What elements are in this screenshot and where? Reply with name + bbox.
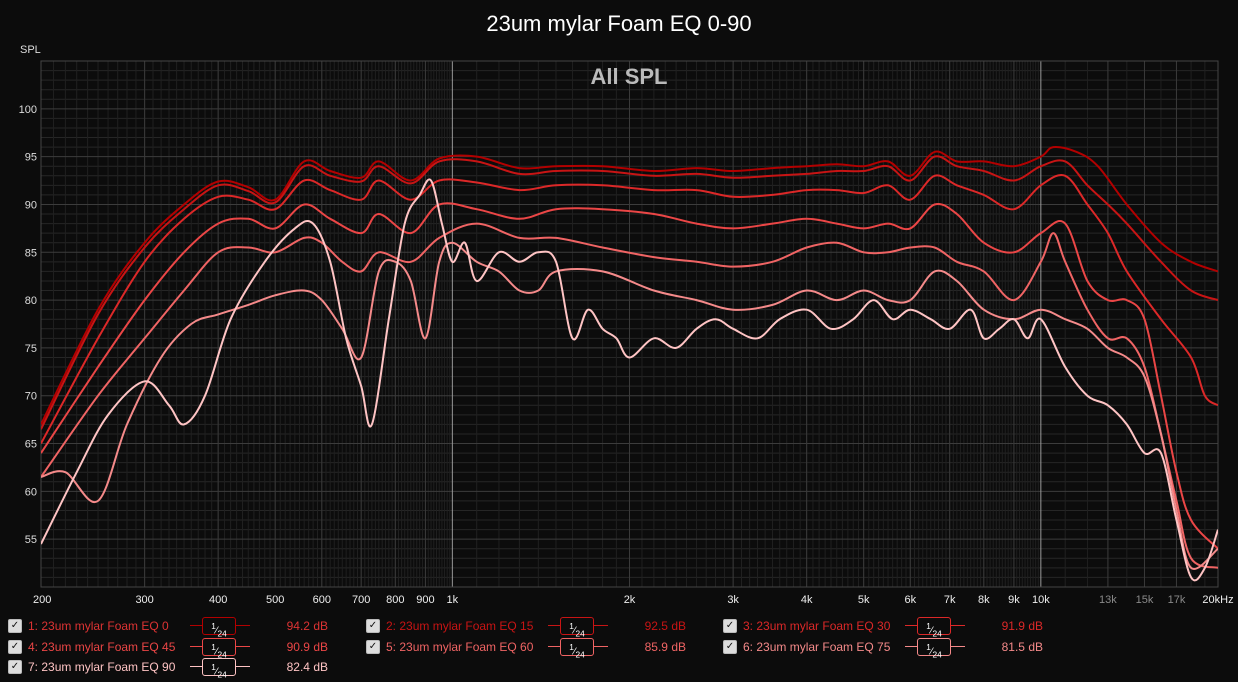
- x-tick-label: 400: [209, 594, 227, 606]
- legend-item[interactable]: ✓ 6: 23um mylar Foam EQ 75 1⁄24 81.5 dB: [723, 638, 1073, 659]
- legend-item[interactable]: ✓ 1: 23um mylar Foam EQ 0 1⁄24 94.2 dB: [8, 617, 358, 638]
- series-layer: [41, 145, 1218, 582]
- series-line-5: [41, 222, 1218, 569]
- x-tick-label: 8k: [978, 594, 990, 606]
- legend-series-name: 6: 23um mylar Foam EQ 75: [743, 640, 891, 654]
- y-tick-label: 100: [19, 104, 37, 116]
- legend-checkbox[interactable]: ✓: [366, 619, 380, 633]
- legend-checkbox[interactable]: ✓: [723, 640, 737, 654]
- x-tick-label: 700: [352, 594, 370, 606]
- y-tick-label: 60: [25, 486, 37, 498]
- legend-checkbox[interactable]: ✓: [366, 640, 380, 654]
- legend-smoothing-label: 1⁄24: [560, 617, 594, 638]
- x-tick-labels: 200 300 400 500 600 700 800 900 1k 2k 3k 4k 5k 6k 7k 8k…: [33, 594, 1234, 606]
- x-tick-label: 800: [386, 594, 404, 606]
- x-tick-label: 4k: [801, 594, 813, 606]
- y-tick-label: 75: [25, 343, 37, 355]
- legend-checkbox[interactable]: ✓: [8, 619, 22, 633]
- y-tick-label: 85: [25, 247, 37, 259]
- major-grid: [40, 60, 1219, 587]
- legend-item[interactable]: ✓ 7: 23um mylar Foam EQ 90 1⁄24 82.4 dB: [8, 658, 358, 679]
- y-tick-label: 95: [25, 152, 37, 164]
- legend-smoothing-control[interactable]: 1⁄24: [905, 617, 965, 638]
- x-tick-label: 6k: [904, 594, 916, 606]
- legend-checkbox[interactable]: ✓: [8, 660, 22, 674]
- legend-value: 92.5 dB: [644, 619, 686, 633]
- legend-item[interactable]: ✓ 5: 23um mylar Foam EQ 60 1⁄24 85.9 dB: [366, 638, 716, 659]
- legend-checkbox[interactable]: ✓: [723, 619, 737, 633]
- legend-smoothing-label: 1⁄24: [202, 638, 236, 659]
- legend-smoothing-control[interactable]: 1⁄24: [905, 638, 965, 659]
- legend-series-name: 4: 23um mylar Foam EQ 45: [28, 640, 176, 654]
- legend-value: 85.9 dB: [644, 640, 686, 654]
- x-tick-label: 20kHz: [1202, 594, 1233, 606]
- x-tick-label: 15k: [1136, 594, 1154, 606]
- legend-smoothing-control[interactable]: 1⁄24: [190, 638, 250, 659]
- x-tick-label: 10k: [1032, 594, 1050, 606]
- x-tick-label: 600: [313, 594, 331, 606]
- series-line-1: [41, 145, 1218, 425]
- y-tick-labels: 55 60 65 70 75 80 85 90 95 100: [19, 104, 37, 546]
- x-tick-label: 3k: [727, 594, 739, 606]
- series-line-6: [41, 241, 1218, 570]
- legend-value: 82.4 dB: [286, 660, 328, 674]
- series-line-2: [41, 155, 1218, 430]
- y-tick-label: 80: [25, 295, 37, 307]
- series-line-4: [41, 202, 1218, 550]
- x-tick-label: 200: [33, 594, 51, 606]
- x-tick-label: 1k: [447, 594, 459, 606]
- legend-value: 81.5 dB: [1001, 640, 1043, 654]
- legend-value: 91.9 dB: [1001, 619, 1043, 633]
- legend-checkbox[interactable]: ✓: [8, 640, 22, 654]
- chart-subtitle: All SPL: [590, 64, 667, 89]
- x-tick-label: 300: [135, 594, 153, 606]
- x-tick-label: 900: [416, 594, 434, 606]
- x-tick-label: 13k: [1099, 594, 1117, 606]
- chart-title: 23um mylar Foam EQ 0-90: [486, 11, 751, 36]
- legend-smoothing-control[interactable]: 1⁄24: [548, 617, 608, 638]
- y-tick-label: 90: [25, 199, 37, 211]
- legend-smoothing-label: 1⁄24: [202, 658, 236, 679]
- series-line-7: [41, 178, 1218, 582]
- legend-smoothing-control[interactable]: 1⁄24: [190, 658, 250, 679]
- legend-smoothing-label: 1⁄24: [560, 638, 594, 659]
- legend: ✓ 1: 23um mylar Foam EQ 0 1⁄24 94.2 dB ✓ 2: 2…: [0, 614, 1238, 679]
- x-tick-label: 17k: [1168, 594, 1186, 606]
- legend-series-name: 2: 23um mylar Foam EQ 15: [386, 619, 534, 633]
- x-tick-label: 2k: [624, 594, 636, 606]
- y-axis-label: SPL: [20, 44, 41, 56]
- legend-value: 94.2 dB: [286, 619, 328, 633]
- legend-smoothing-control[interactable]: 1⁄24: [548, 638, 608, 659]
- legend-item[interactable]: ✓ 3: 23um mylar Foam EQ 30 1⁄24 91.9 dB: [723, 617, 1073, 638]
- y-tick-label: 55: [25, 534, 37, 546]
- legend-smoothing-control[interactable]: 1⁄24: [190, 617, 250, 638]
- y-tick-label: 65: [25, 439, 37, 451]
- plot-frame: [40, 60, 1219, 588]
- legend-series-name: 5: 23um mylar Foam EQ 60: [386, 640, 534, 654]
- legend-item[interactable]: ✓ 4: 23um mylar Foam EQ 45 1⁄24 90.9 dB: [8, 638, 358, 659]
- frequency-response-chart: 55 60 65 70 75 80 85 90 95 100 200 300 400 500 600 700…: [19, 11, 1234, 606]
- legend-item[interactable]: ✓ 2: 23um mylar Foam EQ 15 1⁄24 92.5 dB: [366, 617, 716, 638]
- x-tick-label: 9k: [1008, 594, 1020, 606]
- series-line-3: [41, 174, 1218, 444]
- x-tick-label: 7k: [944, 594, 956, 606]
- legend-smoothing-label: 1⁄24: [202, 617, 236, 638]
- legend-series-name: 1: 23um mylar Foam EQ 0: [28, 619, 169, 633]
- legend-smoothing-label: 1⁄24: [917, 638, 951, 659]
- x-tick-label: 500: [266, 594, 284, 606]
- y-tick-label: 70: [25, 391, 37, 403]
- legend-series-name: 3: 23um mylar Foam EQ 30: [743, 619, 891, 633]
- legend-series-name: 7: 23um mylar Foam EQ 90: [28, 660, 176, 674]
- legend-value: 90.9 dB: [286, 640, 328, 654]
- x-tick-label: 5k: [858, 594, 870, 606]
- legend-smoothing-label: 1⁄24: [917, 617, 951, 638]
